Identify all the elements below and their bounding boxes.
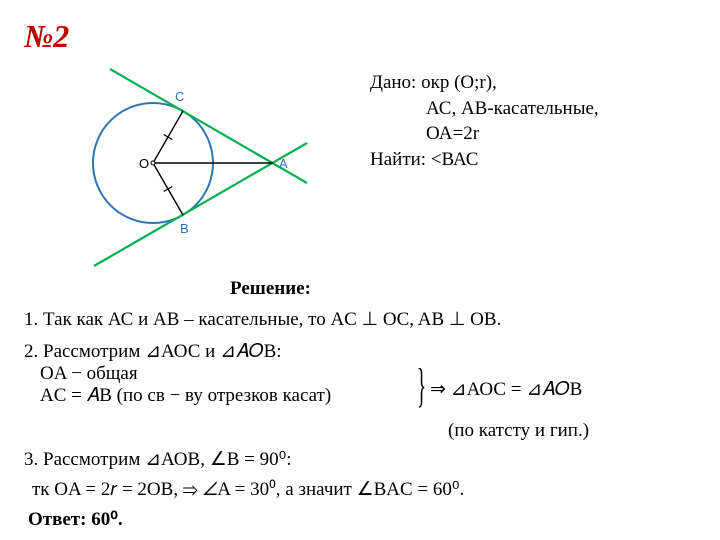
given-line-2: АС, АВ-касательные,	[370, 96, 599, 122]
solution-heading: Решение:	[230, 278, 311, 300]
given-line-1: Дано: окр (O;r),	[370, 70, 599, 96]
step-2-line-1: OA − общая	[40, 363, 700, 385]
step-2-line-2: AC = 𝐴В (по св − ву отрезков касат)	[40, 385, 700, 407]
brace-icon: }	[417, 358, 426, 413]
step-1: 1. Так как АС и АВ – касательные, то AC …	[24, 308, 501, 331]
svg-text:B: B	[180, 221, 189, 236]
svg-text:A: A	[279, 156, 288, 171]
svg-text:C: C	[175, 89, 184, 104]
given-line-4: Найти: <ВАС	[370, 147, 599, 173]
step-2-justification: (по катсту и гип.)	[448, 420, 589, 442]
given-block: Дано: окр (O;r), АС, АВ-касательные, ОА=…	[370, 70, 599, 173]
step-3-body: тк OA = 2𝑟 = 2OB, ⇒ ∠A = 30⁰, а значит ∠…	[32, 478, 464, 501]
step-3-heading: 3. Рассмотрим ⊿АОВ, ∠В = 90⁰:	[24, 448, 292, 471]
step-2-heading: 2. Рассмотрим ⊿АОС и ⊿𝐴𝑂В:	[24, 340, 282, 363]
step-2-implication: ⇒ ⊿АОС = ⊿𝐴𝑂В	[430, 378, 582, 401]
geometry-diagram: O A C B	[60, 50, 320, 290]
answer: Ответ: 60⁰.	[28, 508, 123, 531]
step-2-body: OA − общая AC = 𝐴В (по св − ву отрезков …	[40, 363, 700, 407]
given-line-3: ОА=2r	[370, 121, 599, 147]
svg-text:O: O	[139, 156, 149, 171]
